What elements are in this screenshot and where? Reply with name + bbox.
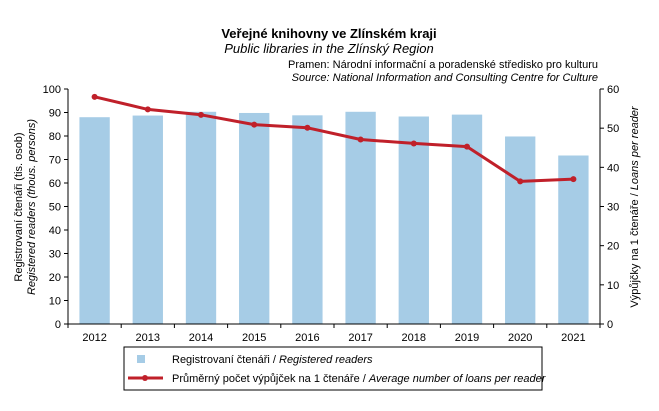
legend-swatch-marker xyxy=(142,375,148,381)
loans-point-2021 xyxy=(570,176,577,183)
x-tick-label-2019: 2019 xyxy=(455,332,479,344)
legend-label-line: Průměrný počet výpůjček na 1 čtenáře / A… xyxy=(172,373,547,385)
x-tick-label-2012: 2012 xyxy=(82,332,106,344)
loans-point-2014 xyxy=(198,111,204,118)
chart-title: Veřejné knihovny ve Zlínském kraji xyxy=(221,26,436,41)
legend-bar-en: Registered readers xyxy=(279,354,373,366)
y-right-tick-label: 60 xyxy=(607,84,619,96)
y-left-tick-label: 30 xyxy=(49,249,61,261)
x-tick-label-2014: 2014 xyxy=(189,332,213,344)
y-left-tick-label: 50 xyxy=(49,202,61,214)
loans-point-2018 xyxy=(410,140,417,147)
bar-2018 xyxy=(398,116,429,325)
bar-2020 xyxy=(505,136,536,324)
chart-subtitle: Public libraries in the Zlínský Region xyxy=(224,41,434,56)
y-left-tick-label: 10 xyxy=(49,296,61,308)
y-left-tick-label: 100 xyxy=(43,84,61,96)
y-left-tick-label: 0 xyxy=(55,319,61,331)
plot-area: 0 10 20 30 40 50 60 70 80 90 100 0 10 20 30 40 50 60 2012 2… xyxy=(43,84,620,344)
bar-2013 xyxy=(132,115,163,325)
bar-2017 xyxy=(345,111,376,324)
x-tick-label-2018: 2018 xyxy=(402,332,426,344)
loans-point-2013 xyxy=(144,106,151,113)
x-tick-label-2015: 2015 xyxy=(242,332,266,344)
x-tick-label-2021: 2021 xyxy=(561,332,585,344)
x-tick-label-2020: 2020 xyxy=(508,332,532,344)
bar-2016 xyxy=(292,115,323,324)
y-left-tick-label: 70 xyxy=(49,155,61,167)
bar-2012 xyxy=(79,117,110,324)
legend-box xyxy=(123,346,543,391)
y-left-tick-label: 90 xyxy=(49,108,61,120)
y-left-label-cz: Registrovaní čtenáři (tis. osob) xyxy=(13,132,25,281)
loans-point-2012 xyxy=(91,93,98,100)
y-right-tick-label: 40 xyxy=(607,162,619,174)
loans-point-2015 xyxy=(251,121,258,128)
bar-2021 xyxy=(558,155,589,324)
loans-line xyxy=(94,95,574,183)
y-right-label-en: Loans per reader xyxy=(629,105,641,190)
legend-line-cz: Průměrný počet výpůjček na 1 čtenáře / xyxy=(172,373,369,385)
loans-point-2019 xyxy=(464,143,470,150)
bar-2014 xyxy=(185,111,217,324)
loans-point-2016 xyxy=(304,124,311,131)
y-left-tick-label: 20 xyxy=(49,272,61,284)
y-right-tick-label: 0 xyxy=(607,319,613,331)
legend-line-en: Average number of loans per reader xyxy=(368,373,547,385)
y-right-tick-label: 50 xyxy=(607,123,619,135)
legend-bar-cz: Registrovaní čtenáři / xyxy=(172,354,279,366)
y-left-label-en: Registered readers (thous. persons) xyxy=(26,119,38,295)
y-left-tick-label: 80 xyxy=(49,131,61,143)
y-left-tick-label: 60 xyxy=(49,178,61,190)
x-tick-label-2017: 2017 xyxy=(348,332,372,344)
y-right-label: Výpůjčky na 1 čtenáře / Loans per reader xyxy=(629,105,641,308)
loans-point-2020 xyxy=(517,178,524,185)
y-right-tick-label: 30 xyxy=(607,202,619,214)
y-right-tick-label: 20 xyxy=(607,241,619,253)
loans-point-2017 xyxy=(357,136,364,143)
source-en: Source: National Information and Consult… xyxy=(292,72,598,84)
x-tick-label-2013: 2013 xyxy=(136,332,160,344)
legend-label-bar: Registrovaní čtenáři / Registered reader… xyxy=(172,354,373,366)
x-tick-label-2016: 2016 xyxy=(295,332,319,344)
y-left-tick-label: 40 xyxy=(49,225,61,237)
legend: Registrovaní čtenáři / Registered reader… xyxy=(123,346,547,391)
y-right-tick-label: 10 xyxy=(607,280,619,292)
source-cz: Pramen: Národní informační a poradenské … xyxy=(288,59,598,71)
bar-2015 xyxy=(239,112,270,324)
legend-swatch-bar xyxy=(137,355,145,363)
y-right-label-cz: Výpůjčky na 1 čtenáře / xyxy=(629,190,641,307)
